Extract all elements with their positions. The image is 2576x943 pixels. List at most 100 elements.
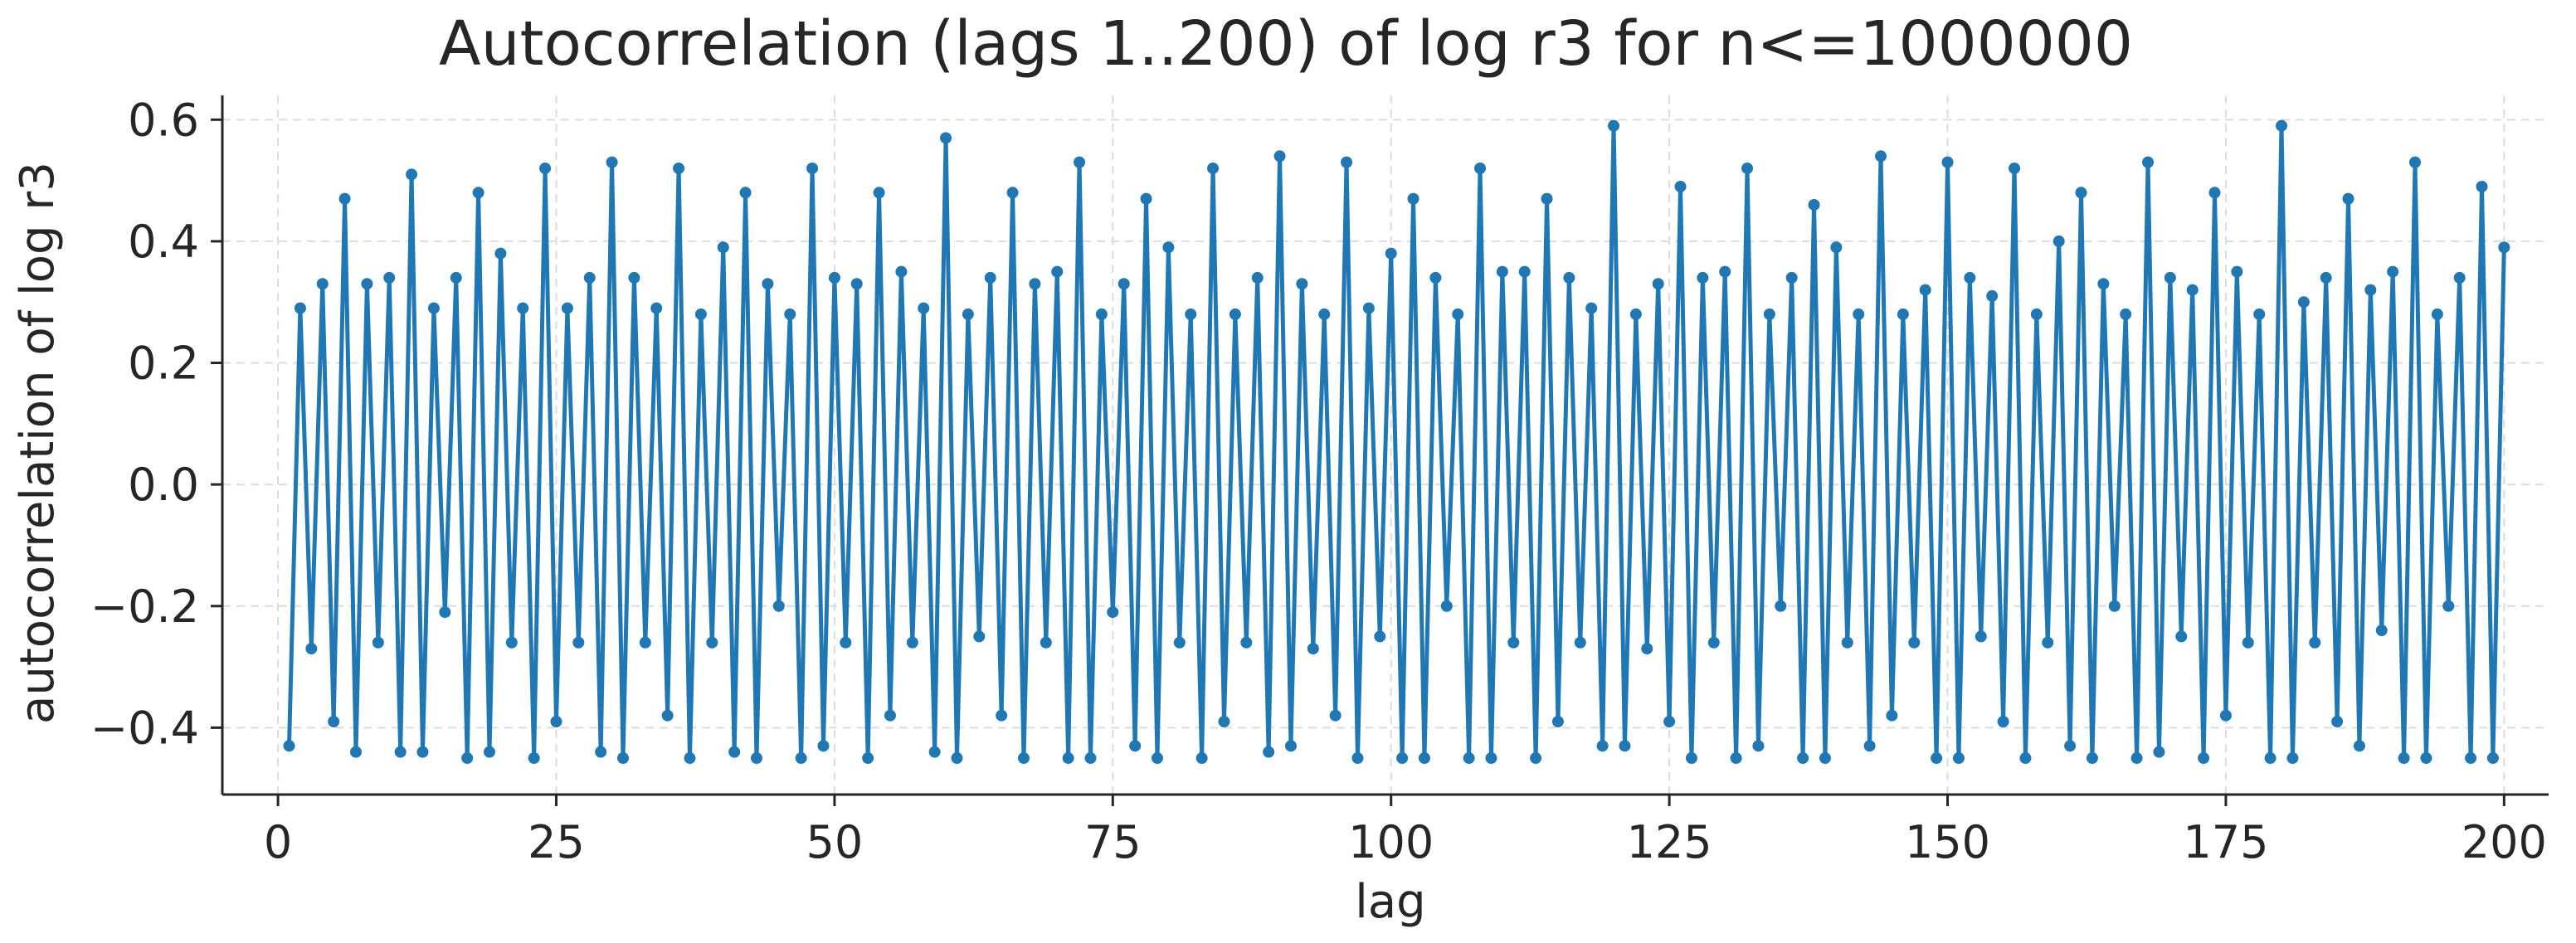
data-point xyxy=(1017,752,1030,765)
data-point xyxy=(2353,740,2365,752)
data-point xyxy=(784,308,796,320)
data-point xyxy=(750,752,762,765)
data-point xyxy=(349,746,362,758)
data-point xyxy=(1785,271,1798,284)
data-point xyxy=(305,643,318,655)
data-point xyxy=(394,746,407,758)
data-point xyxy=(817,740,830,752)
data-point xyxy=(539,162,552,174)
data-point xyxy=(450,271,462,284)
data-point xyxy=(1752,740,1765,752)
data-point xyxy=(1608,119,1620,132)
data-point xyxy=(1129,740,1142,752)
data-point xyxy=(2130,752,2143,765)
data-point xyxy=(528,752,540,765)
data-point xyxy=(1029,278,1041,290)
y-tick-label: −0.2 xyxy=(90,581,199,633)
data-point xyxy=(1273,150,1286,163)
data-point xyxy=(1162,241,1175,254)
x-tick-label: 200 xyxy=(2462,816,2547,868)
data-point xyxy=(1941,156,1954,168)
data-point xyxy=(684,752,696,765)
data-point xyxy=(2420,752,2432,765)
y-tick-label: 0.0 xyxy=(128,459,199,511)
data-point xyxy=(2276,119,2288,132)
data-point xyxy=(1107,606,1119,619)
data-point xyxy=(1530,752,1542,765)
data-point xyxy=(1875,150,1887,163)
data-point xyxy=(2219,709,2232,722)
data-point xyxy=(572,636,585,649)
x-tick-label: 125 xyxy=(1627,816,1712,868)
data-point xyxy=(1396,752,1409,765)
chart-title: Autocorrelation (lags 1..200) of log r3 … xyxy=(439,8,2133,80)
data-point xyxy=(2086,752,2098,765)
data-point xyxy=(1652,278,1664,290)
data-point xyxy=(1931,752,1943,765)
data-point xyxy=(1496,265,1508,278)
data-point xyxy=(2208,187,2221,199)
data-point xyxy=(2364,284,2377,296)
data-point xyxy=(1407,192,1419,205)
data-point xyxy=(951,752,963,765)
data-point xyxy=(650,302,663,314)
data-point xyxy=(1307,643,1319,655)
data-point xyxy=(795,752,807,765)
data-point xyxy=(383,271,396,284)
x-tick-label: 175 xyxy=(2183,816,2268,868)
data-point xyxy=(1329,709,1342,722)
data-point xyxy=(694,308,707,320)
data-point xyxy=(1507,636,1520,649)
data-point xyxy=(550,716,562,728)
data-point xyxy=(2064,740,2077,752)
data-point xyxy=(862,752,874,765)
data-point xyxy=(1551,716,1564,728)
data-point xyxy=(1986,289,1999,302)
data-point xyxy=(2053,235,2065,247)
data-point xyxy=(561,302,573,314)
data-point xyxy=(361,278,373,290)
data-point xyxy=(2409,156,2422,168)
data-point xyxy=(1853,308,1865,320)
data-point xyxy=(1518,265,1531,278)
data-point xyxy=(2320,271,2332,284)
data-point xyxy=(517,302,529,314)
data-point xyxy=(1919,284,1931,296)
data-point xyxy=(717,241,729,254)
data-point xyxy=(2387,265,2399,278)
data-point xyxy=(1541,192,1553,205)
data-point xyxy=(1341,156,1353,168)
data-point xyxy=(283,740,295,752)
data-point xyxy=(494,247,507,260)
data-point xyxy=(918,302,930,314)
axes xyxy=(221,95,2549,796)
data-point xyxy=(1908,636,1921,649)
data-point xyxy=(873,187,885,199)
ticks: 0 25 50 75 100 125 150 175 200 −0.4 −0.2 0.0 0.2 0.4 0… xyxy=(90,94,2547,868)
data-point xyxy=(2120,308,2132,320)
data-point xyxy=(461,752,474,765)
data-point xyxy=(2030,308,2043,320)
data-point xyxy=(1151,752,1163,765)
data-point xyxy=(1741,162,1754,174)
data-point xyxy=(706,636,718,649)
x-tick-label: 100 xyxy=(1348,816,1434,868)
data-point xyxy=(673,162,685,174)
data-point xyxy=(1296,278,1308,290)
data-point xyxy=(1463,752,1475,765)
data-point xyxy=(1362,302,1375,314)
data-point xyxy=(606,156,618,168)
data-point xyxy=(2297,296,2310,309)
data-point xyxy=(1251,271,1264,284)
data-point xyxy=(1173,636,1186,649)
data-point xyxy=(328,716,340,728)
data-point xyxy=(1095,308,1108,320)
data-point xyxy=(1674,180,1687,192)
series-line-layer xyxy=(287,124,2506,761)
data-point xyxy=(1574,636,1586,649)
y-tick-label: −0.4 xyxy=(90,702,199,754)
data-point xyxy=(406,168,418,181)
data-point xyxy=(762,278,774,290)
data-point xyxy=(639,636,651,649)
data-point xyxy=(728,746,741,758)
